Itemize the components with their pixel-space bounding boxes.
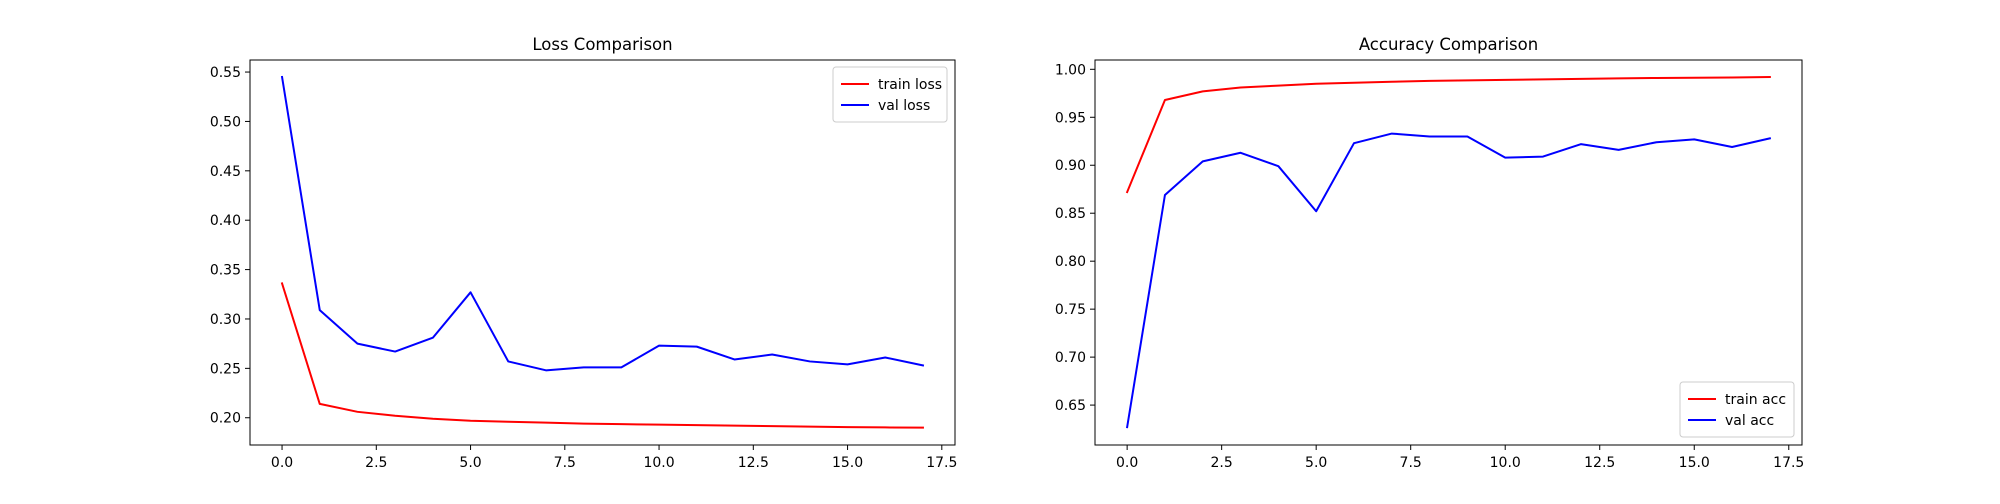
y-tick-label: 0.25 (210, 361, 241, 377)
x-tick-label: 17.5 (926, 455, 957, 471)
series-line-train-acc (1125, 75, 1771, 194)
y-tick-label: 0.70 (1055, 350, 1086, 366)
series-line-val-acc (1125, 132, 1772, 429)
plot-frame (249, 59, 956, 446)
y-tick-label: 0.40 (210, 213, 241, 229)
x-tick-label: 0.0 (271, 455, 293, 471)
legend: train loss val loss (832, 66, 948, 123)
x-tick-label: 5.0 (459, 455, 481, 471)
x-tick-label: 15.0 (1679, 455, 1710, 471)
chart-title: Loss Comparison (532, 35, 672, 54)
y-tick-label: 0.75 (1055, 302, 1086, 318)
x-tick-label: 10.0 (1490, 455, 1521, 471)
x-tick-label: 5.0 (1305, 455, 1327, 471)
legend-label: train acc (1725, 392, 1786, 408)
loss-comparison-chart: Loss Comparison 0.0 2.5 5.0 7.5 10.0 12.5 15.0… (210, 35, 958, 471)
y-tick-label: 0.55 (210, 65, 241, 81)
x-tick-label: 15.0 (832, 455, 863, 471)
legend: train acc val acc (1679, 381, 1795, 438)
x-tick-label: 7.5 (554, 455, 576, 471)
x-tick-label: 17.5 (1773, 455, 1804, 471)
y-tick-label: 0.65 (1055, 398, 1086, 414)
series-line-val-loss (280, 75, 925, 372)
x-tick-label: 7.5 (1400, 455, 1422, 471)
x-tick-label: 12.5 (738, 455, 769, 471)
legend-box (1679, 381, 1795, 438)
y-tick-label: 0.20 (210, 411, 241, 427)
y-tick-label: 1.00 (1055, 62, 1086, 78)
plot-frame (1094, 59, 1803, 446)
legend-label: val loss (878, 98, 930, 114)
legend-box (832, 66, 948, 123)
y-tick-label: 0.45 (210, 164, 241, 180)
y-tick-label: 0.95 (1055, 110, 1086, 126)
y-tick-label: 0.85 (1055, 206, 1086, 222)
y-tick-label: 0.30 (210, 312, 241, 328)
legend-label: val acc (1725, 413, 1774, 429)
x-tick-label: 2.5 (1211, 455, 1233, 471)
y-tick-label: 0.90 (1055, 158, 1086, 174)
x-tick-label: 12.5 (1584, 455, 1615, 471)
x-tick-label: 0.0 (1116, 455, 1138, 471)
x-tick-label: 10.0 (643, 455, 674, 471)
accuracy-comparison-chart: Accuracy Comparison 0.0 2.5 5.0 7.5 10.0 12.5… (1055, 35, 1805, 471)
chart-title: Accuracy Comparison (1359, 35, 1538, 54)
x-tick-label: 2.5 (365, 455, 387, 471)
y-tick-label: 0.35 (210, 263, 241, 279)
series-line-train-loss (280, 282, 924, 429)
y-tick-label: 0.50 (210, 114, 241, 130)
legend-label: train loss (878, 77, 942, 93)
y-tick-label: 0.80 (1055, 254, 1086, 270)
